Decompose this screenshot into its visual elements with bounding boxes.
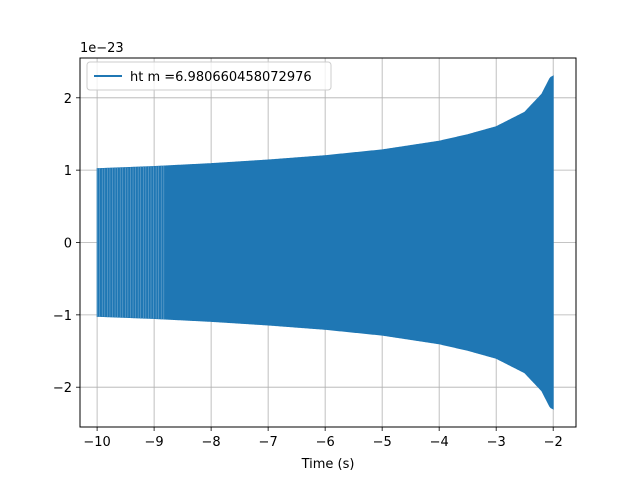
y-tick-label: 2 <box>64 92 72 107</box>
x-tick-label: −7 <box>259 435 278 450</box>
y-tick-label: −1 <box>53 309 72 324</box>
y-tick-label: −2 <box>53 381 72 396</box>
x-axis: −10 −9 −8 −7 −6 −5 −4 −3 −2 <box>83 427 563 450</box>
x-tick-label: −2 <box>544 435 563 450</box>
x-tick-label: −5 <box>373 435 392 450</box>
y-tick-label: 0 <box>64 237 72 252</box>
y-tick-label: 1 <box>64 164 72 179</box>
legend-box <box>86 61 332 91</box>
series-waveform <box>96 75 554 410</box>
legend-label: ht m =6.980660458072976 <box>130 70 312 85</box>
legend: ht m =6.980660458072976 <box>86 61 332 91</box>
x-tick-label: −3 <box>487 435 506 450</box>
x-axis-label: Time (s) <box>301 457 355 472</box>
y-axis: −2 −1 0 1 2 <box>53 92 80 396</box>
x-tick-label: −8 <box>202 435 221 450</box>
x-tick-label: −4 <box>430 435 449 450</box>
x-tick-label: −9 <box>145 435 164 450</box>
series-oscillation <box>96 166 165 319</box>
x-tick-label: −6 <box>316 435 335 450</box>
plot-area <box>79 57 577 428</box>
y-offset-label: 1e−23 <box>80 41 124 56</box>
x-tick-label: −10 <box>83 435 110 450</box>
